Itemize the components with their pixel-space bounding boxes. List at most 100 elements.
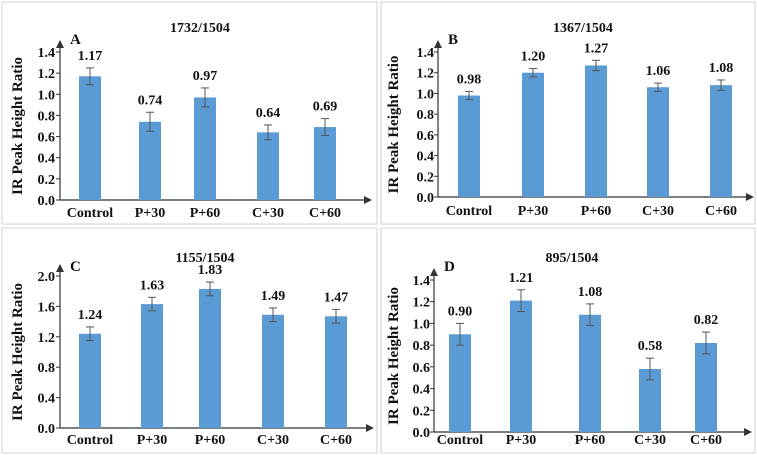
chart-panel-c: 0.0 0.4 0.8 1.2 1.6 2.0 IR Peak Height Ratio 11… <box>1 227 378 454</box>
y-tick-label: 0.4 <box>38 152 56 167</box>
bar-p-plus-30 <box>141 304 163 428</box>
x-tick-label: C+60 <box>320 433 352 448</box>
panel-frame <box>1 227 378 454</box>
y-tick-label: 0.0 <box>38 194 56 209</box>
data-label: 1.49 <box>261 289 286 304</box>
data-label: 1.83 <box>198 263 223 278</box>
bar-p-plus-30 <box>510 300 532 432</box>
y-axis-arrow <box>430 268 438 276</box>
data-label: 0.69 <box>313 100 338 115</box>
bar-p-plus-60 <box>199 288 221 428</box>
x-tick-label: P+30 <box>137 433 168 448</box>
chart-title: 1155/1504 <box>175 251 234 266</box>
x-tick-label: P+30 <box>135 206 166 221</box>
y-axis-arrow <box>56 40 64 48</box>
bar-p-plus-60 <box>585 65 607 197</box>
y-tick-label: 0.8 <box>417 108 435 123</box>
panel-label: B <box>448 32 458 48</box>
x-tick-label: C+30 <box>252 206 284 221</box>
y-tick-label: 1.6 <box>38 300 56 315</box>
y-tick-label: 0.8 <box>38 109 56 124</box>
bar-c-plus-30 <box>262 314 284 428</box>
y-tick-label: 1.0 <box>38 88 56 103</box>
bar-c-plus-60 <box>314 127 336 200</box>
y-tick-label: 0.8 <box>38 361 56 376</box>
data-label: 1.21 <box>509 271 534 286</box>
y-tick-label: 0.6 <box>417 129 435 144</box>
x-tick-label: C+60 <box>705 204 737 219</box>
panel-label: A <box>70 32 81 48</box>
y-tick-label: 1.2 <box>413 296 431 311</box>
y-tick-label: 0.2 <box>413 404 431 419</box>
y-tick-label: 1.2 <box>38 331 56 346</box>
x-tick-label: C+60 <box>309 206 341 221</box>
data-label: 0.90 <box>448 304 473 319</box>
y-tick-label: 0.6 <box>38 131 56 146</box>
bar-control <box>458 95 480 197</box>
bar-c-plus-30 <box>639 369 661 432</box>
y-axis-arrow <box>434 40 442 48</box>
bar-control <box>449 334 471 432</box>
x-axis-arrow <box>746 193 754 201</box>
bar-p-plus-30 <box>139 121 161 200</box>
data-label: 1.27 <box>584 41 609 56</box>
data-label: 1.63 <box>140 278 165 293</box>
bar-c-plus-30 <box>647 87 669 197</box>
data-label: 0.82 <box>694 313 719 328</box>
y-tick-label: 1.4 <box>417 46 435 61</box>
y-tick-label: 0.0 <box>417 191 435 206</box>
data-label: 0.58 <box>638 339 663 354</box>
x-tick-label: C+30 <box>642 204 674 219</box>
bar-p-plus-30 <box>522 72 544 197</box>
x-tick-label: C+60 <box>690 433 722 448</box>
x-tick-label: Control <box>446 204 493 219</box>
x-tick-label: P+60 <box>575 433 606 448</box>
bar-c-plus-60 <box>710 85 732 197</box>
data-label: 1.08 <box>578 285 603 300</box>
data-label: 1.08 <box>709 61 734 76</box>
y-tick-label: 0.4 <box>413 383 431 398</box>
chart-panel-b: 0.0 0.2 0.4 0.6 0.8 1.0 1.2 1.4 IR Peak Height R… <box>380 1 756 225</box>
x-tick-label: P+60 <box>190 206 221 221</box>
data-label: 1.20 <box>521 50 546 65</box>
x-tick-label: Control <box>437 433 484 448</box>
data-label: 0.97 <box>193 69 218 84</box>
y-tick-label: 1.0 <box>417 87 435 102</box>
y-axis-arrow <box>56 264 64 272</box>
data-label: 0.98 <box>457 72 482 87</box>
chart-panel-a: 0.0 0.2 0.4 0.6 0.8 1.0 1.2 1.4 IR Peak Height R… <box>1 1 378 225</box>
data-label: 1.24 <box>78 308 103 323</box>
y-tick-label: 0.4 <box>417 150 435 165</box>
y-tick-label: 0.6 <box>413 361 431 376</box>
y-tick-label: 1.2 <box>38 67 56 82</box>
x-axis-arrow <box>366 424 374 432</box>
y-tick-label: 1.0 <box>413 317 431 332</box>
bar-p-plus-60 <box>194 97 216 200</box>
y-tick-label: 0.0 <box>413 426 431 441</box>
y-tick-label: 0.2 <box>38 173 56 188</box>
y-axis-title: IR Peak Height Ratio <box>386 56 402 194</box>
x-tick-label: Control <box>67 206 114 221</box>
x-tick-label: P+30 <box>506 433 537 448</box>
chart-panel-d: 0.0 0.2 0.4 0.6 0.8 1.0 1.2 1.4 IR Peak Height R… <box>380 227 756 454</box>
y-axis-title: IR Peak Height Ratio <box>10 283 26 421</box>
chart-title: 895/1504 <box>546 251 599 266</box>
bar-control <box>79 333 101 428</box>
y-tick-label: 1.4 <box>38 46 56 61</box>
data-label: 1.06 <box>646 64 671 79</box>
bar-c-plus-60 <box>325 316 347 428</box>
y-tick-label: 1.4 <box>413 274 431 289</box>
y-tick-label: 2.0 <box>38 270 56 285</box>
x-tick-label: P+60 <box>581 204 612 219</box>
y-tick-label: 0.0 <box>38 422 56 437</box>
data-label: 1.47 <box>324 290 349 305</box>
bar-c-plus-30 <box>257 132 279 200</box>
panel-label: D <box>444 259 455 275</box>
data-label: 0.74 <box>138 93 163 108</box>
x-axis-arrow <box>744 428 752 436</box>
bar-p-plus-60 <box>579 314 601 432</box>
y-tick-label: 0.2 <box>417 170 435 185</box>
y-tick-label: 1.2 <box>417 67 435 82</box>
x-tick-label: C+30 <box>634 433 666 448</box>
